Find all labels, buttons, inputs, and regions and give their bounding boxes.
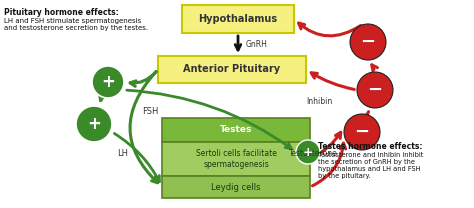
Circle shape xyxy=(92,66,124,98)
Circle shape xyxy=(357,72,393,108)
Text: FSH: FSH xyxy=(142,108,158,116)
Text: Testes hormone effects:: Testes hormone effects: xyxy=(318,142,422,151)
Text: Testosterone and inhibin inhibit
the secretion of GnRH by the
hypothalamus and L: Testosterone and inhibin inhibit the sec… xyxy=(318,152,423,179)
Bar xyxy=(162,176,310,198)
Circle shape xyxy=(350,24,386,60)
Bar xyxy=(158,56,306,83)
Text: GnRH: GnRH xyxy=(246,40,268,49)
Text: Testes: Testes xyxy=(220,125,252,135)
Circle shape xyxy=(296,140,320,164)
Circle shape xyxy=(344,114,380,150)
Text: Testosterone: Testosterone xyxy=(289,150,338,158)
Text: +: + xyxy=(303,146,313,158)
Text: −: − xyxy=(360,33,375,51)
Text: Leydig cells: Leydig cells xyxy=(211,182,261,192)
Text: Pituitary hormone effects:: Pituitary hormone effects: xyxy=(4,8,119,17)
Text: Sertoli cells facilitate
spermatogenesis: Sertoli cells facilitate spermatogenesis xyxy=(196,149,276,169)
Text: +: + xyxy=(101,73,115,91)
Bar xyxy=(162,142,310,176)
Text: Anterior Pituitary: Anterior Pituitary xyxy=(183,64,281,74)
Text: +: + xyxy=(87,115,101,133)
Text: LH and FSH stimulate spermatogenesis
and testosterone secretion by the testes.: LH and FSH stimulate spermatogenesis and… xyxy=(4,18,148,31)
Text: LH: LH xyxy=(117,150,128,158)
Circle shape xyxy=(76,106,112,142)
Text: −: − xyxy=(355,123,370,141)
Bar xyxy=(162,118,310,142)
Text: Inhibin: Inhibin xyxy=(306,98,332,106)
Bar xyxy=(182,5,294,33)
Text: −: − xyxy=(367,81,383,99)
Text: Hypothalamus: Hypothalamus xyxy=(199,14,278,24)
